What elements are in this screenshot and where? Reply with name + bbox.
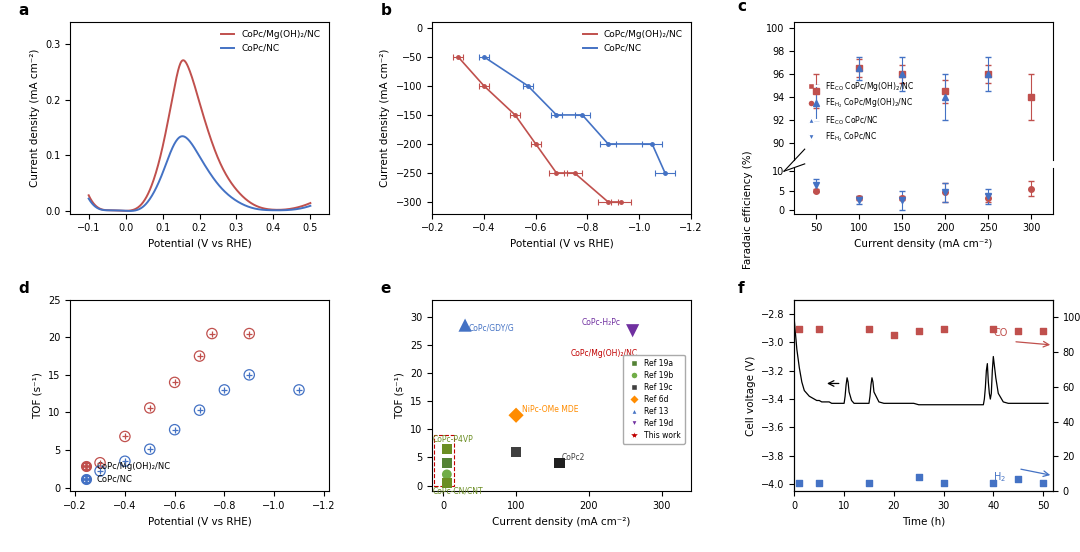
Text: CoPc/Mg(OH)₂/NC: CoPc/Mg(OH)₂/NC [570, 349, 638, 358]
Text: H$_2$: H$_2$ [994, 470, 1007, 484]
Point [191, 352, 208, 360]
Point [117, 457, 134, 466]
Y-axis label: TOF (s⁻¹): TOF (s⁻¹) [32, 372, 42, 419]
X-axis label: Current density (mA cm⁻²): Current density (mA cm⁻²) [492, 517, 631, 527]
Text: b: b [380, 3, 391, 18]
Point [241, 329, 258, 338]
Point [92, 458, 109, 467]
Legend: CoPc/Mg(OH)₂/NC, CoPc/NC: CoPc/Mg(OH)₂/NC, CoPc/NC [75, 458, 174, 487]
Point [166, 378, 184, 387]
X-axis label: Time (h): Time (h) [902, 517, 945, 527]
Point [811, 325, 828, 334]
Point [910, 327, 928, 336]
Point [203, 329, 220, 338]
Text: CoPc2: CoPc2 [562, 453, 584, 462]
X-axis label: Current density (mA cm⁻²): Current density (mA cm⁻²) [854, 239, 993, 249]
Point [1035, 327, 1052, 336]
Point [216, 385, 233, 394]
Text: CoPc-P4VP: CoPc-P4VP [433, 435, 474, 444]
Legend: Ref 19a, Ref 19b, Ref 19c, Ref 6d, Ref 13, Ref 19d, This work: Ref 19a, Ref 19b, Ref 19c, Ref 6d, Ref 1… [622, 355, 685, 444]
Y-axis label: Cell voltage (V): Cell voltage (V) [745, 355, 756, 436]
Point [141, 404, 159, 412]
Point [438, 444, 456, 453]
Point [935, 478, 953, 487]
Point [203, 329, 220, 338]
X-axis label: Potential (V vs RHE): Potential (V vs RHE) [510, 239, 613, 249]
Point [117, 457, 134, 466]
Point [141, 404, 159, 412]
Legend: CoPc/Mg(OH)₂/NC, CoPc/NC: CoPc/Mg(OH)₂/NC, CoPc/NC [579, 26, 687, 56]
Point [166, 425, 184, 434]
Point [241, 329, 258, 338]
Point [791, 478, 808, 487]
Text: f: f [738, 281, 744, 296]
Point [191, 406, 208, 415]
Point [241, 370, 258, 379]
Point [625, 363, 643, 372]
Point [886, 330, 903, 339]
Point [791, 325, 808, 334]
Point [191, 352, 208, 360]
Point [166, 378, 184, 387]
Text: CoPc-CN/CNT: CoPc-CN/CNT [433, 487, 484, 496]
Point [291, 385, 308, 394]
X-axis label: Potential (V vs RHE): Potential (V vs RHE) [148, 239, 252, 249]
Point [241, 370, 258, 379]
Y-axis label: Current density (mA cm⁻²): Current density (mA cm⁻²) [380, 49, 390, 187]
Text: Faradaic efficiency (%): Faradaic efficiency (%) [743, 151, 754, 269]
Point [551, 459, 568, 468]
Text: a: a [18, 3, 29, 18]
Point [92, 466, 109, 475]
Point [1010, 327, 1027, 336]
Point [141, 445, 159, 454]
Point [861, 478, 878, 487]
Point [457, 321, 474, 330]
Text: c: c [738, 0, 746, 14]
Point [92, 458, 109, 467]
Bar [434, 435, 455, 486]
Point [438, 459, 456, 468]
Point [985, 478, 1002, 487]
X-axis label: Potential (V vs RHE): Potential (V vs RHE) [148, 517, 252, 527]
Point [166, 425, 184, 434]
Point [291, 385, 308, 394]
Point [92, 466, 109, 475]
Legend: FE$_\mathrm{CO}$ CoPc/Mg(OH)$_2$/NC, FE$_\mathrm{H_2}$ CoPc/Mg(OH)$_2$/NC, FE$_\: FE$_\mathrm{CO}$ CoPc/Mg(OH)$_2$/NC, FE$… [800, 77, 918, 147]
Point [935, 325, 953, 334]
Point [438, 470, 456, 479]
Legend: CoPc/Mg(OH)₂/NC, CoPc/NC: CoPc/Mg(OH)₂/NC, CoPc/NC [217, 26, 324, 56]
Point [191, 406, 208, 415]
Point [985, 325, 1002, 334]
Y-axis label: TOF (s⁻¹): TOF (s⁻¹) [394, 372, 405, 419]
Text: CO: CO [994, 328, 1008, 338]
Point [117, 432, 134, 441]
Point [811, 478, 828, 487]
Point [624, 326, 642, 335]
Point [141, 445, 159, 454]
Point [1010, 475, 1027, 484]
Point [861, 325, 878, 334]
Point [508, 411, 525, 420]
Point [438, 479, 456, 487]
Text: NiPc-OMe MDE: NiPc-OMe MDE [522, 405, 579, 414]
Text: d: d [18, 281, 29, 296]
Point [910, 473, 928, 482]
Point [216, 385, 233, 394]
Point [508, 448, 525, 457]
Text: e: e [380, 281, 391, 296]
Text: CoPc/GDY/G: CoPc/GDY/G [469, 323, 514, 332]
Point [1035, 478, 1052, 487]
Y-axis label: Current density (mA cm⁻²): Current density (mA cm⁻²) [29, 49, 40, 187]
Text: CoPc-H₂Pc: CoPc-H₂Pc [582, 318, 621, 327]
Point [117, 432, 134, 441]
